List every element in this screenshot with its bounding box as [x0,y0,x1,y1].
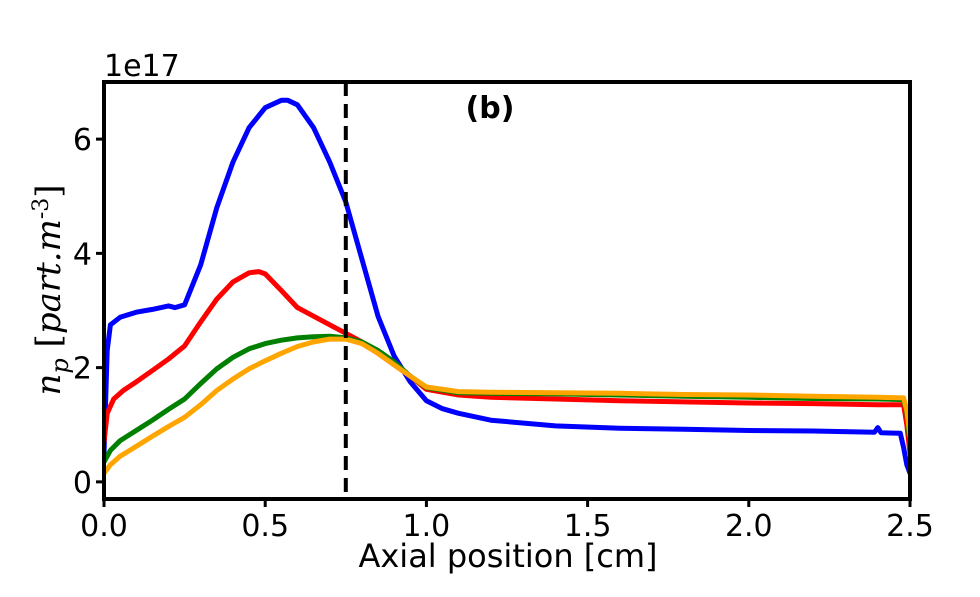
x-tick-label: 2.0 [725,509,773,544]
y-axis-label-bracket-open: [ [29,334,69,358]
plot-frame [102,80,912,501]
y-axis-ticks: 0 2 4 6 [73,123,104,501]
series-line-1 [104,97,910,476]
y-offset-label: 1e17 [104,49,180,84]
series-line-2 [104,269,910,456]
y-axis-label-sub: p [46,358,74,373]
series-line-4 [104,336,910,476]
panel-label: (b) [466,91,515,126]
y-axis-label-main: n [29,374,69,396]
y-tick-label: 0 [73,466,92,501]
series-layer [104,97,910,476]
y-axis-label-unit: part.m [29,219,69,334]
x-tick-label: 0.5 [241,509,289,544]
y-axis-label-exponent: -3 [29,198,54,219]
x-axis-label: Axial position [cm] [358,537,657,575]
x-tick-label: 1.0 [403,509,451,544]
x-tick-label: 0.0 [80,509,128,544]
y-axis-label: np [part.m-3] [29,184,74,395]
x-tick-label: 1.5 [564,509,612,544]
x-tick-label: 2.5 [886,509,934,544]
y-tick-label: 2 [73,352,92,387]
y-axis-label-bracket-close: ] [29,184,69,197]
y-tick-label: 6 [73,123,92,158]
y-tick-label: 4 [73,237,92,272]
x-axis-ticks: 0.0 0.5 1.0 1.5 2.0 2.5 [80,499,934,544]
